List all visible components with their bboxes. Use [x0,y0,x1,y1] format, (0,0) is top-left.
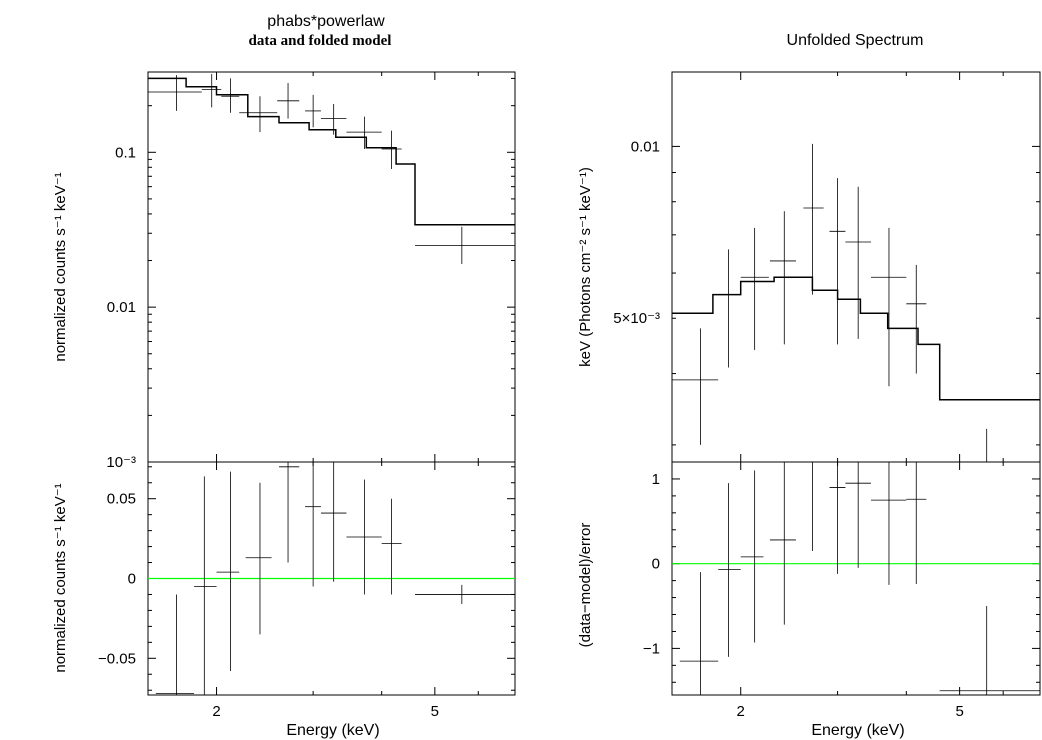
x-tick-label: 5 [431,703,439,720]
residual-point [414,584,515,605]
data-point [870,227,907,387]
y-tick-label: 0.01 [107,299,136,316]
residual-point [870,462,907,585]
left-top-panel: 0.1 0.01 10⁻³ [106,71,516,471]
data-point [277,83,300,119]
right-xlabel: Energy (keV) [811,722,904,739]
residual-point [829,462,846,574]
y-tick-label: 0.01 [631,138,660,155]
y-tick-label: 0.1 [115,144,136,161]
data-point [672,328,719,445]
y-tick-label: 0 [128,571,136,588]
data-point [829,178,846,345]
data-point [381,130,402,170]
data-point [148,75,202,111]
residual-point [346,479,382,595]
data-point [414,226,515,264]
data-point [201,74,222,108]
residual-point [381,498,402,595]
data-point [906,264,927,374]
residual-point [155,594,195,695]
residual-point [718,483,741,657]
residual-point [845,462,871,568]
plot-frame [671,71,1041,463]
plot-frame [147,71,516,463]
data-point [239,96,278,133]
x-tick-label: 2 [737,703,745,720]
y-tick-label: −0.05 [98,650,136,667]
residual-point [305,462,321,587]
left-bottom-ylabel: normalized counts s⁻¹ keV⁻¹ [52,483,69,672]
data-point [845,186,871,339]
y-tick-label: 5×10⁻³ [613,310,660,327]
left-xlabel: Energy (keV) [286,722,379,739]
right-bottom-ylabel: (data−model)/error [577,523,594,648]
residual-point [939,606,1040,695]
residual-point [803,461,824,551]
residual-point [245,482,272,635]
right-title: Unfolded Spectrum [787,32,924,49]
model-step-line [148,77,515,226]
residual-point [194,476,217,695]
right-bottom-panel: 1 0 −1 2 5 [643,461,1041,720]
y-tick-label: 10⁻³ [106,454,136,471]
left-top-ylabel: normalized counts s⁻¹ keV⁻¹ [52,172,69,361]
data-point [346,116,382,150]
data-point [305,94,321,128]
data-point [221,78,240,113]
residual-point [320,462,347,582]
residual-point [679,572,719,695]
plot-frame [671,461,1041,696]
data-point [718,249,741,368]
x-tick-label: 5 [955,703,963,720]
residual-point [740,470,764,643]
right-top-panel: 0.01 5×10⁻³ [613,71,1041,463]
residual-point [906,462,927,585]
y-tick-label: 0.05 [107,491,136,508]
y-tick-label: 0 [652,556,660,573]
residual-point [769,462,796,625]
residual-point [279,462,300,563]
y-tick-label: −1 [643,640,660,657]
x-tick-label: 2 [212,703,220,720]
model-step-line [672,276,1040,401]
data-point [803,143,824,295]
left-bottom-panel: 0.05 0 −0.05 2 5 [98,461,516,720]
y-tick-label: 1 [652,471,660,488]
right-top-ylabel: keV (Photons cm⁻² s⁻¹ keV⁻¹) [577,167,594,367]
left-subtitle: data and folded model [249,33,392,49]
left-title: phabs*powerlaw [267,13,385,30]
residual-point [216,471,240,672]
data-point [740,227,769,350]
